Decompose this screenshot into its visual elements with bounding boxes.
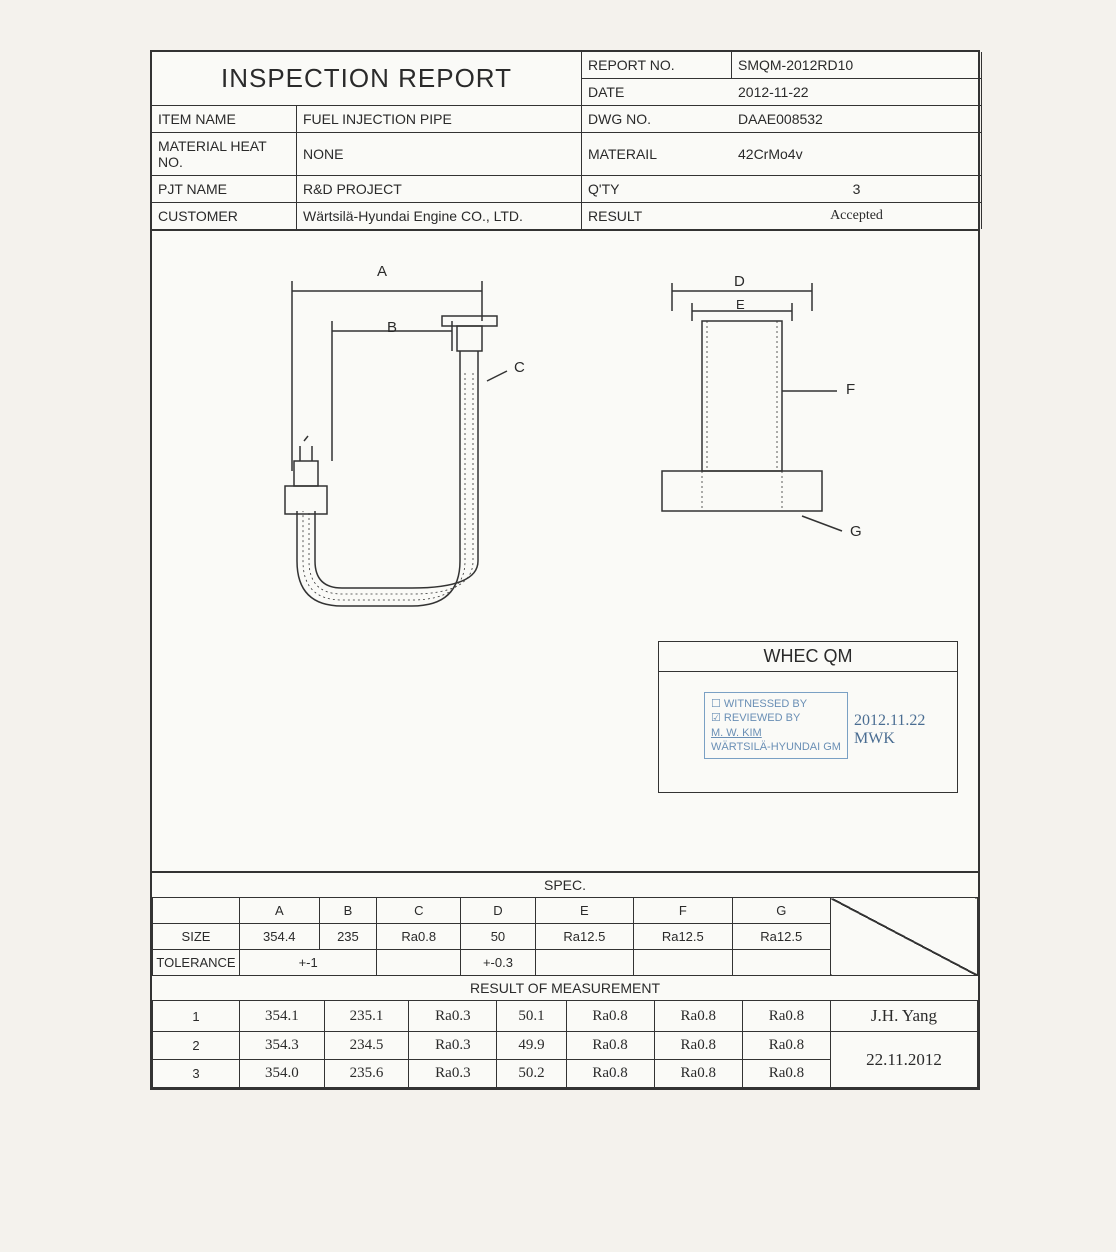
meas-2-b: 234.5 xyxy=(324,1032,409,1060)
meas-1-c: Ra0.3 xyxy=(409,1001,497,1032)
meas-3-c: Ra0.3 xyxy=(409,1060,497,1088)
meas-3-n: 3 xyxy=(153,1060,240,1088)
size-c: Ra0.8 xyxy=(377,924,461,950)
meas-1-b: 235.1 xyxy=(324,1001,409,1032)
spec-title: SPEC. xyxy=(152,873,978,897)
meas-2-a: 354.3 xyxy=(240,1032,325,1060)
spec-blank xyxy=(831,898,978,976)
meas-3-g: Ra0.8 xyxy=(742,1060,830,1088)
dim-label-f: F xyxy=(846,381,855,398)
customer-label: CUSTOMER xyxy=(152,203,297,229)
spec-table: A B C D E F G SIZE 354.4 235 Ra0.8 50 Ra… xyxy=(152,897,978,976)
stamp-title: WHEC QM xyxy=(658,641,958,672)
report-no-label: REPORT NO. xyxy=(582,52,732,79)
size-b: 235 xyxy=(319,924,377,950)
dim-label-b: B xyxy=(387,319,397,336)
report-no: SMQM-2012RD10 xyxy=(732,52,982,79)
customer-value: Wärtsilä-Hyundai Engine CO., LTD. xyxy=(297,203,582,229)
dwg-no: DAAE008532 xyxy=(732,106,982,133)
item-name-label: ITEM NAME xyxy=(152,106,297,133)
dim-label-c: C xyxy=(514,359,525,376)
dwg-no-label: DWG NO. xyxy=(582,106,732,133)
dim-label-a: A xyxy=(377,263,387,280)
tol-label: TOLERANCE xyxy=(153,950,240,976)
stamp-line1: ☐ WITNESSED BY xyxy=(711,697,841,711)
tol-d: +-0.3 xyxy=(461,950,535,976)
meas-1-d: 50.1 xyxy=(497,1001,566,1032)
meas-3-b: 235.6 xyxy=(324,1060,409,1088)
col-b: B xyxy=(319,898,377,924)
qty-value: 3 xyxy=(732,176,982,203)
material: 42CrMo4v xyxy=(732,133,982,176)
mat-heat: NONE xyxy=(297,133,582,176)
meas-1-n: 1 xyxy=(153,1001,240,1032)
tol-e xyxy=(535,950,633,976)
spec-header-row: A B C D E F G xyxy=(153,898,978,924)
meas-2-f: Ra0.8 xyxy=(654,1032,742,1060)
col-c: C xyxy=(377,898,461,924)
meas-row-1: 1 354.1 235.1 Ra0.3 50.1 Ra0.8 Ra0.8 Ra0… xyxy=(153,1001,978,1032)
pipe-drawing-right xyxy=(632,271,872,551)
meas-1-f: Ra0.8 xyxy=(654,1001,742,1032)
dim-label-d: D xyxy=(734,273,745,290)
dim-label-e: E xyxy=(736,297,745,312)
col-g: G xyxy=(732,898,831,924)
col-a: A xyxy=(240,898,320,924)
meas-1-e: Ra0.8 xyxy=(566,1001,654,1032)
qm-stamp: WHEC QM ☐ WITNESSED BY ☑ REVIEWED BY M. … xyxy=(658,641,958,793)
inspection-report-sheet: INSPECTION REPORT REPORT NO. SMQM-2012RD… xyxy=(150,50,980,1090)
date-value: 2012-11-22 xyxy=(732,79,982,106)
drawing-area: A B C D E F G WHEC QM ☐ WITNESSED BY ☑ R… xyxy=(152,231,978,873)
stamp-org: WÄRTSILÄ-HYUNDAI GM xyxy=(711,740,841,754)
size-a: 354.4 xyxy=(240,924,320,950)
meas-3-d: 50.2 xyxy=(497,1060,566,1088)
meas-2-c: Ra0.3 xyxy=(409,1032,497,1060)
mat-heat-label: MATERIAL HEAT NO. xyxy=(152,133,297,176)
header-table: INSPECTION REPORT REPORT NO. SMQM-2012RD… xyxy=(152,52,978,231)
col-f: F xyxy=(634,898,732,924)
pipe-drawing-left xyxy=(212,261,572,621)
meas-row-2: 2 354.3 234.5 Ra0.3 49.9 Ra0.8 Ra0.8 Ra0… xyxy=(153,1032,978,1060)
stamp-text: ☐ WITNESSED BY ☑ REVIEWED BY M. W. KIM W… xyxy=(704,692,848,759)
stamp-line2: ☑ REVIEWED BY xyxy=(711,711,841,725)
qty-label: Q'TY xyxy=(582,176,732,203)
tol-f xyxy=(634,950,732,976)
size-label: SIZE xyxy=(153,924,240,950)
result-value: Accepted xyxy=(732,203,982,229)
meas-1-sig: J.H. Yang xyxy=(831,1001,978,1032)
col-e: E xyxy=(535,898,633,924)
result-label: RESULT xyxy=(582,203,732,229)
item-name: FUEL INJECTION PIPE xyxy=(297,106,582,133)
measurement-table: 1 354.1 235.1 Ra0.3 50.1 Ra0.8 Ra0.8 Ra0… xyxy=(152,1000,978,1088)
dim-label-g: G xyxy=(850,523,862,540)
report-title: INSPECTION REPORT xyxy=(152,52,582,106)
col-d: D xyxy=(461,898,535,924)
size-d: 50 xyxy=(461,924,535,950)
size-f: Ra12.5 xyxy=(634,924,732,950)
pjt-label: PJT NAME xyxy=(152,176,297,203)
meas-3-f: Ra0.8 xyxy=(654,1060,742,1088)
stamp-body: ☐ WITNESSED BY ☑ REVIEWED BY M. W. KIM W… xyxy=(658,672,958,793)
tol-g xyxy=(732,950,831,976)
size-e: Ra12.5 xyxy=(535,924,633,950)
tol-c xyxy=(377,950,461,976)
meas-title: RESULT OF MEASUREMENT xyxy=(152,976,978,1000)
date-label: DATE xyxy=(582,79,732,106)
meas-3-e: Ra0.8 xyxy=(566,1060,654,1088)
stamp-name: M. W. KIM xyxy=(711,726,841,740)
tol-ab: +-1 xyxy=(240,950,377,976)
meas-2-g: Ra0.8 xyxy=(742,1032,830,1060)
meas-2-d: 49.9 xyxy=(497,1032,566,1060)
meas-1-g: Ra0.8 xyxy=(742,1001,830,1032)
meas-3-a: 354.0 xyxy=(240,1060,325,1088)
size-g: Ra12.5 xyxy=(732,924,831,950)
meas-2-e: Ra0.8 xyxy=(566,1032,654,1060)
meas-23-sig: 22.11.2012 xyxy=(831,1032,978,1088)
material-label: MATERAIL xyxy=(582,133,732,176)
meas-2-n: 2 xyxy=(153,1032,240,1060)
pjt-name: R&D PROJECT xyxy=(297,176,582,203)
meas-1-a: 354.1 xyxy=(240,1001,325,1032)
stamp-signature: 2012.11.22 MWK xyxy=(854,712,957,748)
